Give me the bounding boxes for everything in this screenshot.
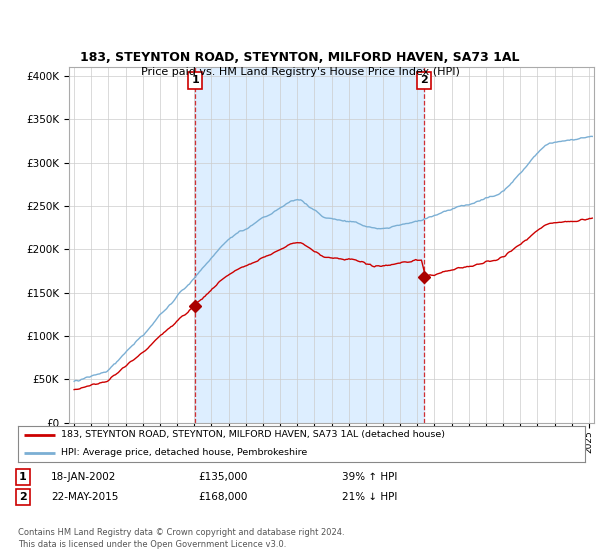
Text: 183, STEYNTON ROAD, STEYNTON, MILFORD HAVEN, SA73 1AL (detached house): 183, STEYNTON ROAD, STEYNTON, MILFORD HA…: [61, 430, 445, 439]
Text: £135,000: £135,000: [198, 472, 247, 482]
Text: 22-MAY-2015: 22-MAY-2015: [51, 492, 118, 502]
Text: 2: 2: [420, 75, 428, 85]
Text: 1: 1: [19, 472, 26, 482]
Text: 2: 2: [19, 492, 26, 502]
Text: 183, STEYNTON ROAD, STEYNTON, MILFORD HAVEN, SA73 1AL: 183, STEYNTON ROAD, STEYNTON, MILFORD HA…: [80, 50, 520, 64]
Bar: [195, 67, 424, 423]
Text: HPI: Average price, detached house, Pembrokeshire: HPI: Average price, detached house, Pemb…: [61, 449, 307, 458]
Text: Contains HM Land Registry data © Crown copyright and database right 2024.
This d: Contains HM Land Registry data © Crown c…: [18, 528, 344, 549]
Text: Price paid vs. HM Land Registry's House Price Index (HPI): Price paid vs. HM Land Registry's House …: [140, 67, 460, 77]
Text: 1: 1: [191, 75, 199, 85]
Text: 39% ↑ HPI: 39% ↑ HPI: [342, 472, 397, 482]
Text: 18-JAN-2002: 18-JAN-2002: [51, 472, 116, 482]
Text: 21% ↓ HPI: 21% ↓ HPI: [342, 492, 397, 502]
Text: £168,000: £168,000: [198, 492, 247, 502]
